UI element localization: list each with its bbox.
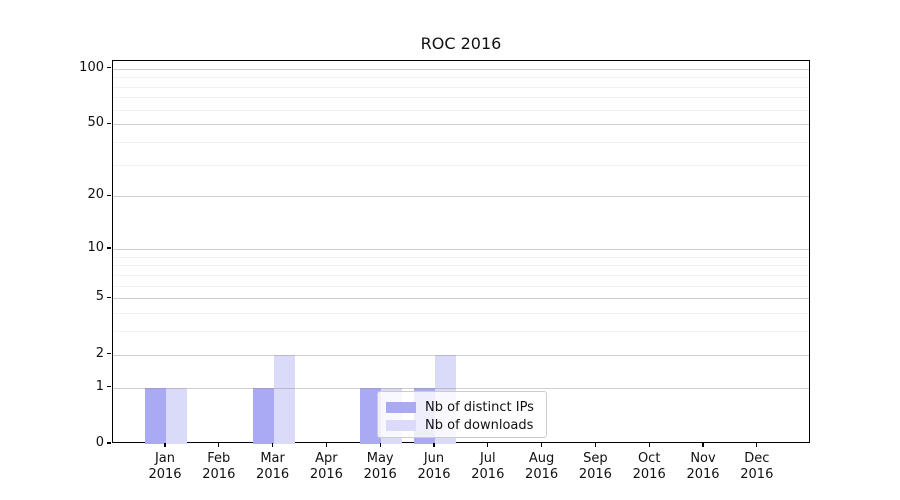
x-tick-year: 2016 [525, 466, 559, 482]
x-tick-month: Dec [744, 451, 770, 466]
y-tick-label: 5 [95, 289, 104, 305]
x-tick-month: Apr [315, 451, 338, 466]
legend-swatch [386, 419, 416, 431]
x-tick-month: Aug [528, 451, 555, 466]
bar-downloads [166, 387, 187, 444]
x-tick-mark [541, 443, 543, 447]
gridline-major [113, 354, 809, 356]
legend-entry: Nb of downloads [386, 416, 538, 434]
y-tick-mark [107, 386, 111, 388]
x-tick-label: Mar 2016 [238, 451, 308, 482]
x-tick-month: Nov [690, 451, 716, 466]
gridline-major [113, 124, 809, 126]
x-tick-year: 2016 [740, 466, 774, 482]
x-tick-mark [756, 443, 758, 447]
x-tick-year: 2016 [256, 466, 290, 482]
y-tick-mark [107, 442, 111, 444]
x-tick-label: Jul 2016 [453, 451, 523, 482]
y-tick-label: 1 [95, 378, 104, 394]
x-tick-label: Dec 2016 [722, 451, 792, 482]
gridline-major [113, 387, 809, 389]
x-tick-label: Aug 2016 [507, 451, 577, 482]
x-tick-month: Jun [423, 451, 445, 466]
x-tick-year: 2016 [632, 466, 666, 482]
x-tick-label: Jun 2016 [399, 451, 469, 482]
x-tick-mark [433, 443, 435, 447]
gridline-major [113, 196, 809, 198]
y-tick-label: 100 [79, 59, 104, 75]
gridline-minor [113, 265, 809, 267]
y-tick-mark [107, 247, 111, 249]
y-tick-mark [107, 122, 111, 124]
bar-downloads [273, 354, 295, 444]
x-tick-label: Apr 2016 [291, 451, 361, 482]
y-tick-mark [107, 296, 111, 298]
legend: Nb of distinct IPs Nb of downloads [377, 391, 547, 438]
chart-title: ROC 2016 [420, 34, 502, 53]
gridline-minor [113, 285, 809, 287]
y-tick-mark [107, 194, 111, 197]
y-tick-label: 0 [95, 435, 104, 450]
gridline-minor [113, 164, 809, 166]
x-tick-year: 2016 [148, 466, 182, 482]
x-tick-month: Oct [637, 451, 661, 466]
x-tick-year: 2016 [202, 466, 236, 482]
gridline-major [113, 249, 809, 251]
x-tick-label: Sep 2016 [560, 451, 630, 482]
x-tick-year: 2016 [309, 466, 343, 482]
x-tick-year: 2016 [363, 466, 397, 482]
gridline-minor [113, 331, 809, 333]
x-tick-mark [487, 443, 489, 447]
x-tick-mark [379, 443, 381, 447]
x-tick-year: 2016 [471, 466, 505, 482]
gridline-minor [113, 256, 809, 258]
gridline-minor [113, 77, 809, 79]
x-tick-mark [702, 443, 704, 447]
x-tick-year: 2016 [686, 466, 720, 482]
gridline-major [113, 298, 809, 300]
x-tick-month: Feb [207, 451, 231, 466]
bar-distinct-ips [360, 387, 382, 444]
gridline-minor [113, 97, 809, 99]
y-tick-mark [107, 67, 111, 69]
x-tick-month: Mar [260, 451, 285, 466]
y-tick-label: 50 [87, 115, 104, 131]
bar-distinct-ips [252, 387, 274, 444]
gridline-minor [113, 142, 809, 144]
x-tick-month: May [366, 451, 394, 466]
legend-swatch [386, 401, 416, 413]
x-tick-mark [594, 443, 596, 447]
x-tick-mark [164, 443, 166, 447]
x-tick-mark [648, 443, 650, 447]
x-tick-label: Nov 2016 [668, 451, 738, 482]
gridline-major [113, 68, 809, 70]
x-tick-mark [218, 443, 220, 447]
x-tick-month: Jul [479, 451, 496, 466]
x-tick-year: 2016 [578, 466, 612, 482]
legend-label: Nb of downloads [425, 417, 534, 433]
gridline-minor [113, 109, 809, 111]
y-tick-label: 20 [87, 187, 104, 203]
x-tick-year: 2016 [417, 466, 451, 482]
x-tick-label: May 2016 [345, 451, 415, 482]
x-tick-month: Jan [154, 451, 176, 466]
legend-label: Nb of distinct IPs [425, 399, 534, 415]
gridline-minor [113, 313, 809, 315]
bar-distinct-ips [145, 387, 166, 444]
x-tick-label: Feb 2016 [184, 451, 254, 482]
y-tick-label: 10 [87, 240, 104, 256]
x-tick-mark [272, 443, 274, 447]
x-tick-label: Oct 2016 [614, 451, 684, 482]
legend-entry: Nb of distinct IPs [386, 398, 538, 416]
gridline-minor [113, 86, 809, 88]
plot-area [112, 60, 810, 444]
y-tick-mark [107, 353, 111, 355]
x-tick-mark [325, 443, 327, 447]
x-tick-month: Sep [583, 451, 608, 466]
gridline-minor [113, 274, 809, 276]
y-tick-label: 2 [95, 345, 104, 361]
x-tick-label: Jan 2016 [130, 451, 200, 482]
